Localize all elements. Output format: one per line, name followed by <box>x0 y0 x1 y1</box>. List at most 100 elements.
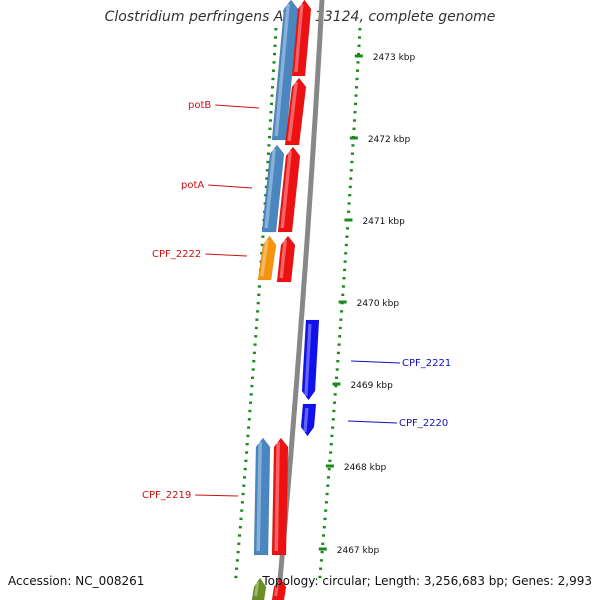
gene-label: CPF_2220 <box>399 418 448 429</box>
right-guide-dot <box>341 285 345 288</box>
left-guide-dot <box>274 36 277 39</box>
right-guide-dot <box>340 310 344 313</box>
left-guide-dot <box>242 484 246 487</box>
right-guide-dot <box>326 484 330 487</box>
left-guide-dot <box>271 86 274 89</box>
cds-block <box>253 437 271 556</box>
right-guide-dot <box>324 501 328 504</box>
right-guide-dot <box>330 434 334 438</box>
right-guide-dot <box>319 567 323 570</box>
right-guide-dot <box>353 111 357 114</box>
right-guide-dot <box>353 119 356 122</box>
cds-block-shine <box>254 581 260 597</box>
forward-gene-shine <box>279 239 287 279</box>
right-guide-dot <box>335 368 339 371</box>
forward-gene-shine <box>280 150 292 229</box>
forward-gene <box>271 577 287 600</box>
gene-leader-line <box>215 104 260 109</box>
gene-label: potB <box>188 100 211 111</box>
right-guide-dot <box>320 550 324 554</box>
left-guide-dot <box>252 351 256 355</box>
left-guide-dot <box>254 326 258 330</box>
right-guide-dot <box>338 326 342 330</box>
topology-text: Topology: circular; Length: 3,256,683 bp… <box>262 574 592 588</box>
left-guide-dot <box>249 393 253 396</box>
left-guide-dot <box>241 492 245 496</box>
right-guide-dot <box>357 52 360 56</box>
left-guide-dot <box>268 135 271 139</box>
tick-mark <box>349 136 358 140</box>
right-guide-dot <box>319 559 323 562</box>
forward-gene-shine <box>294 3 304 73</box>
right-guide-dot <box>358 28 362 31</box>
left-guide-dot <box>272 61 276 64</box>
gene-label: CPF_2221 <box>402 358 451 369</box>
left-guide-dot <box>257 285 261 288</box>
gene-label: CPF_2222 <box>152 249 201 260</box>
forward-gene <box>284 77 307 146</box>
right-guide-dot <box>322 534 325 537</box>
left-guide-dot <box>250 384 254 388</box>
tick-mark <box>344 218 353 222</box>
right-guide-dot <box>348 194 352 197</box>
left-guide-dot <box>249 401 253 404</box>
forward-gene <box>277 146 301 233</box>
left-guide-dot <box>245 451 249 454</box>
right-guide-dot <box>329 451 333 454</box>
cds-block <box>271 0 299 141</box>
right-guide-dot <box>336 351 340 355</box>
reverse-gene-shine <box>303 407 309 433</box>
tick-mark <box>318 547 327 551</box>
cds-block-shine <box>264 148 276 229</box>
right-guide-dot <box>355 86 358 89</box>
left-guide-dot <box>236 550 240 554</box>
right-guide-dot <box>333 393 337 396</box>
forward-gene <box>291 0 312 77</box>
right-guide-dot <box>351 144 355 147</box>
right-guide-dot <box>347 210 351 213</box>
right-guide-dot <box>341 293 345 296</box>
tick-label: 2470 kbp <box>357 299 400 309</box>
right-guide-dot <box>354 94 358 97</box>
gene-label: CPF_2219 <box>142 490 191 501</box>
right-guide-dot <box>338 335 342 338</box>
right-guide-dot <box>356 61 360 64</box>
left-guide-dot <box>274 28 278 31</box>
right-guide-dot <box>335 376 338 379</box>
left-guide-dot <box>243 476 246 479</box>
right-guide-dot <box>345 235 349 238</box>
tick-mark <box>325 464 334 468</box>
right-guide-dot <box>336 360 340 363</box>
right-guide-dot <box>322 526 326 529</box>
left-guide-dot <box>240 509 244 512</box>
right-guide-dot <box>342 277 346 280</box>
right-guide-dot <box>356 69 359 72</box>
left-guide-dot <box>260 252 264 255</box>
tick-mark <box>338 300 347 304</box>
left-guide-dot <box>273 52 276 56</box>
left-guide-dot <box>267 144 271 147</box>
right-guide-dot <box>324 509 328 512</box>
right-guide-dot <box>327 467 331 471</box>
left-guide-dot <box>266 160 270 164</box>
right-guide-dot <box>339 318 343 321</box>
left-guide-dot <box>260 243 264 247</box>
left-guide-dot <box>273 44 277 47</box>
left-guide-dot <box>256 301 260 305</box>
cds-block <box>251 577 267 600</box>
tick-label: 2471 kbp <box>362 217 405 227</box>
accession-text: Accession: NC_008261 <box>8 574 145 588</box>
right-guide-dot <box>358 36 361 39</box>
left-guide-dot <box>252 360 256 363</box>
right-guide-dot <box>349 177 353 180</box>
gene-leader-line <box>205 253 248 257</box>
forward-gene <box>271 437 289 556</box>
forward-gene <box>276 235 296 283</box>
right-guide-dot <box>346 227 349 230</box>
forward-gene-shine <box>274 441 280 552</box>
left-guide-dot <box>238 526 242 529</box>
right-guide-dot <box>352 127 356 130</box>
right-guide-dot <box>337 343 341 346</box>
left-guide-dot <box>266 152 270 155</box>
left-guide-dot <box>253 343 257 346</box>
